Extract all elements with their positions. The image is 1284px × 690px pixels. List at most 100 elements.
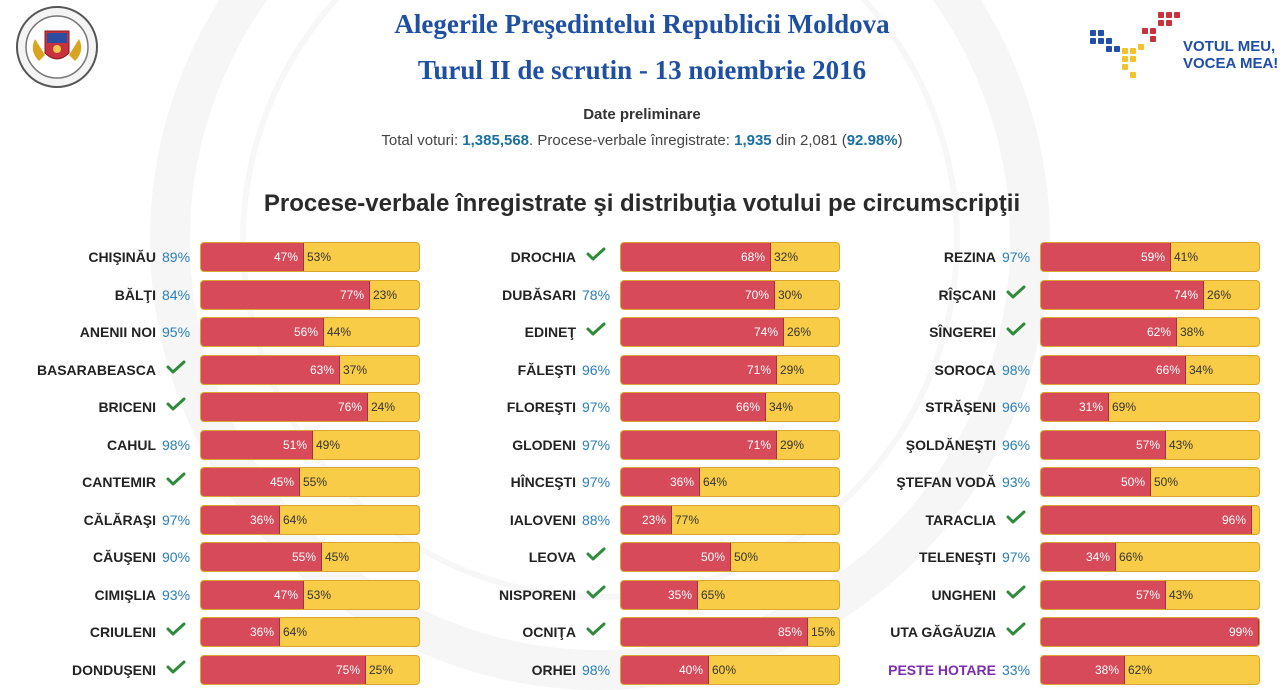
district-row[interactable]: FLOREŞTI 97% 66% 34% [420, 391, 850, 423]
district-row[interactable]: SOROCA 98% 66% 34% [840, 354, 1270, 386]
candidate-red-segment [621, 318, 784, 346]
district-name: CHIŞINĂU [88, 249, 156, 265]
red-percent-label: 35% [667, 587, 692, 602]
district-row[interactable]: RÎŞCANI 74% 26% [840, 279, 1270, 311]
district-name: CAHUL [107, 436, 156, 453]
page-subtitle: Turul II de scrutin - 13 noiembrie 2016 [417, 55, 867, 85]
district-row[interactable]: NISPORENI 35% 65% [420, 579, 850, 611]
brand-square [1130, 72, 1136, 78]
section-title: Procese-verbale înregistrate şi distribu… [263, 190, 1021, 217]
brand-square [1174, 12, 1180, 18]
district-row[interactable]: UNGHENI 57% 43% [840, 579, 1270, 611]
red-percent-label: 40% [678, 662, 703, 677]
vote-distribution-bar: 68% 32% [620, 242, 840, 272]
brand-square [1114, 46, 1120, 52]
vote-distribution-bar: 47% 53% [200, 242, 420, 272]
district-row[interactable]: CAHUL 98% 51% 49% [0, 429, 430, 461]
district-row[interactable]: BRICENI 76% 24% [0, 391, 430, 423]
district-row[interactable]: FĂLEŞTI 96% 71% 29% [420, 354, 850, 386]
red-percent-label: 75% [335, 662, 360, 677]
vote-distribution-bar: 23% 77% [620, 504, 840, 535]
complete-check-icon [586, 547, 606, 561]
district-name: ŞTEFAN VODĂ [896, 474, 996, 490]
district-row[interactable]: ORHEI 98% 40% 60% [420, 654, 850, 686]
district-row[interactable]: TARACLIA 96% [840, 504, 1270, 536]
red-percent-label: 77% [339, 287, 364, 302]
brand-square [1122, 64, 1128, 70]
reported-percent: 98% [582, 661, 611, 678]
district-row[interactable]: ŞTEFAN VODĂ 93% 50% 50% [840, 466, 1270, 498]
yellow-percent-label: 29% [780, 437, 805, 452]
district-row[interactable]: EDINEŢ 74% 26% [420, 316, 850, 348]
district-row[interactable]: UTA GĂGĂUZIA 99% [840, 616, 1270, 648]
vote-distribution-bar: 71% 29% [620, 429, 840, 460]
brand-square [1130, 48, 1136, 54]
candidate-red-segment [1041, 318, 1177, 346]
district-name: TARACLIA [925, 511, 996, 528]
candidate-red-segment [621, 618, 808, 646]
district-row[interactable]: BĂLŢI 84% 77% 23% [0, 279, 430, 311]
candidate-red-segment [621, 505, 672, 534]
vote-distribution-bar: 55% 45% [200, 542, 420, 572]
yellow-percent-label: 38% [1180, 325, 1205, 339]
reported-percent: 97% [582, 436, 611, 453]
brand-square [1138, 44, 1144, 50]
yellow-percent-label: 64% [283, 512, 308, 527]
district-row[interactable]: DUBĂSARI 78% 70% 30% [420, 279, 850, 311]
complete-check-icon [1006, 585, 1026, 599]
district-row[interactable]: CĂLĂRAŞI 97% 36% 64% [0, 504, 430, 536]
reported-percent: 98% [1002, 361, 1031, 378]
red-percent-label: 36% [669, 475, 694, 489]
district-row[interactable]: CIMIŞLIA 93% 47% 53% [0, 579, 430, 611]
candidate-red-segment [621, 243, 771, 271]
red-percent-label: 71% [746, 437, 771, 452]
candidate-red-segment [621, 280, 775, 309]
district-row[interactable]: PESTE HOTARE 33% 38% 62% [840, 654, 1270, 686]
district-row[interactable]: TELENEŞTI 97% 34% 66% [840, 541, 1270, 573]
vote-distribution-bar: 34% 66% [1040, 542, 1260, 572]
district-row[interactable]: CANTEMIR 45% 55% [0, 466, 430, 498]
yellow-percent-label: 64% [703, 475, 728, 489]
vote-distribution-bar: 74% 26% [1040, 279, 1260, 310]
candidate-red-segment [201, 618, 280, 646]
district-row[interactable]: HÎNCEŞTI 97% 36% 64% [420, 466, 850, 498]
district-row[interactable]: SÎNGEREI 62% 38% [840, 316, 1270, 348]
red-percent-label: 56% [293, 325, 318, 339]
vote-distribution-bar: 36% 64% [620, 467, 840, 497]
yellow-percent-label: 34% [769, 400, 794, 414]
district-row[interactable]: DROCHIA 68% 32% [420, 241, 850, 273]
red-percent-label: 47% [273, 250, 298, 264]
district-row[interactable]: BASARABEASCA 63% 37% [0, 354, 430, 386]
complete-check-icon [1006, 285, 1026, 299]
district-row[interactable]: DONDUŞENI 75% 25% [0, 654, 430, 686]
district-row[interactable]: REZINA 97% 59% 41% [840, 241, 1270, 273]
district-name: BRICENI [98, 399, 156, 415]
district-row[interactable]: CHIŞINĂU 89% 47% 53% [0, 241, 430, 273]
district-name: GLODENI [512, 436, 576, 453]
district-row[interactable]: IALOVENI 88% 23% 77% [420, 504, 850, 536]
cec-emblem-logo [9, 5, 105, 89]
red-percent-label: 71% [746, 362, 771, 377]
district-row[interactable]: STRĂŞENI 96% 31% 69% [840, 391, 1270, 423]
red-percent-label: 31% [1078, 400, 1103, 414]
district-row[interactable]: CRIULENI 36% 64% [0, 616, 430, 648]
district-row[interactable]: OCNIŢA 85% 15% [420, 616, 850, 648]
district-row[interactable]: CĂUŞENI 90% 55% 45% [0, 541, 430, 573]
district-name: STRĂŞENI [925, 399, 996, 415]
vote-distribution-bar: 56% 44% [200, 317, 420, 347]
district-row[interactable]: GLODENI 97% 71% 29% [420, 429, 850, 461]
yellow-percent-label: 23% [373, 287, 398, 302]
brand-square [1122, 56, 1128, 62]
vote-distribution-bar: 76% 24% [200, 392, 420, 422]
brand-square [1166, 20, 1172, 26]
pv-percent-value: 92.98% [846, 132, 898, 149]
brand-square [1166, 12, 1172, 18]
brand-square [1150, 28, 1156, 34]
red-percent-label: 99% [1228, 625, 1253, 639]
red-percent-label: 59% [1140, 250, 1165, 264]
district-name: SOROCA [934, 361, 996, 378]
district-row[interactable]: ANENII NOI 95% 56% 44% [0, 316, 430, 348]
red-percent-label: 45% [269, 475, 294, 489]
district-row[interactable]: ŞOLDĂNEŞTI 96% 57% 43% [840, 429, 1270, 461]
district-row[interactable]: LEOVA 50% 50% [420, 541, 850, 573]
